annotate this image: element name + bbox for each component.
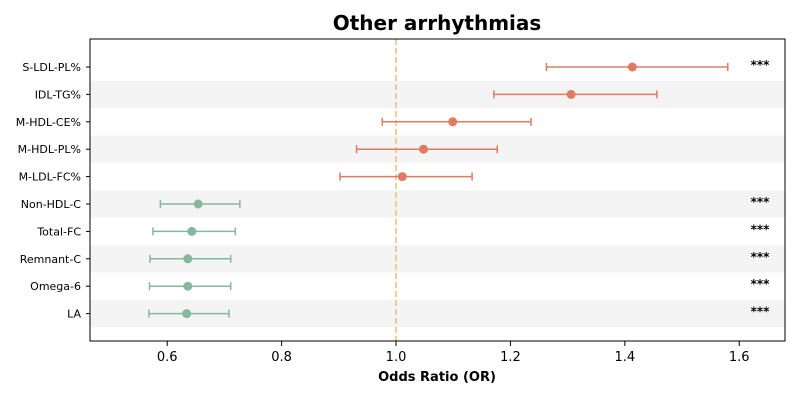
x-tick-label: 0.6 [157,350,178,365]
x-tick-label: 1.6 [729,350,750,365]
data-row [339,172,473,182]
category-label: IDL-TG% [35,88,81,101]
data-row: *** [152,222,771,236]
category-label: S-LDL-PL% [22,61,81,74]
category-label: Non-HDL-C [21,198,82,211]
point-estimate [193,199,203,209]
plot-frame [89,38,786,342]
x-tick-label: 1.2 [500,350,521,365]
data-row: *** [149,250,771,264]
data-row: *** [148,277,771,291]
y-axis: S-LDL-PL% IDL-TG% M-HDL-CE% M-HDL-PL% M-LDL-… [16,61,90,321]
data-row [493,89,658,99]
significance-label: *** [751,195,771,209]
category-label: M-HDL-CE% [16,116,81,129]
category-label: Total-FC [36,225,81,238]
data-row: *** [545,58,771,72]
significance-label: *** [751,277,771,291]
significance-label: *** [751,58,771,72]
x-axis-label: Odds Ratio (OR) [378,370,496,385]
point-estimate [182,309,192,319]
point-estimate [183,254,193,264]
point-estimate [187,226,197,236]
point-estimate [627,62,637,72]
significance-label: *** [751,222,771,236]
significance-label: *** [751,305,771,319]
data-row: *** [159,195,771,209]
significance-label: *** [751,250,771,264]
point-estimate [448,117,458,127]
category-label: Remnant-C [20,253,82,266]
point-estimate [183,281,193,291]
point-estimate [418,144,428,154]
point-estimate [397,172,407,182]
data-row [381,117,532,127]
category-label: LA [67,308,81,321]
x-tick-label: 1.0 [386,350,407,365]
category-label: M-HDL-PL% [18,143,81,156]
data-row [355,144,499,154]
x-tick-label: 0.8 [271,350,292,365]
point-estimate [566,89,576,99]
category-label: M-LDL-FC% [19,171,81,184]
plot-marks: *** *** *** *** *** *** [148,58,771,319]
x-tick-label: 1.4 [614,350,635,365]
x-axis: 0.6 0.8 1.0 1.2 1.4 1.6 [157,341,750,365]
chart-title: Other arrhythmias [333,11,542,35]
data-row: *** [148,305,771,319]
category-label: Omega-6 [30,280,81,293]
row-band [90,80,785,109]
